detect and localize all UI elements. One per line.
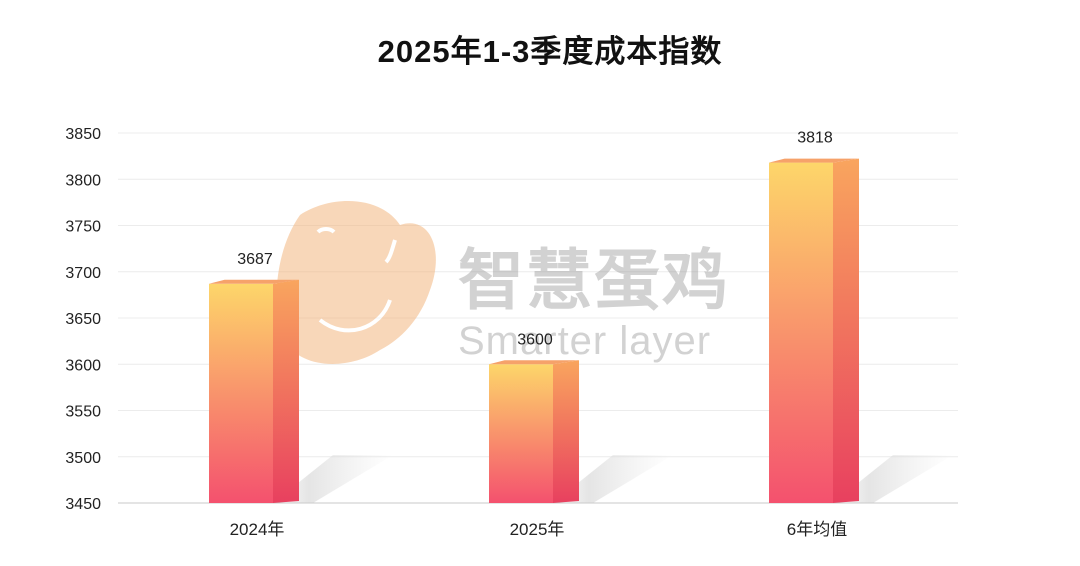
x-axis: 2024年 2025年 6年均值 xyxy=(230,520,848,539)
bars: 3687 3600 3818 xyxy=(209,130,953,503)
y-tick-label: 3500 xyxy=(65,450,101,467)
x-tick-label: 2024年 xyxy=(230,520,285,539)
y-tick-label: 3850 xyxy=(65,126,101,143)
chick-logo-icon xyxy=(276,201,436,364)
y-tick-label: 3450 xyxy=(65,496,101,513)
watermark-cn: 智慧蛋鸡 xyxy=(458,243,730,317)
bar-group: 3600 xyxy=(489,331,673,503)
y-tick-label: 3550 xyxy=(65,404,101,421)
y-tick-label: 3700 xyxy=(65,265,101,282)
data-label: 3818 xyxy=(797,130,833,147)
bar xyxy=(489,364,553,503)
y-axis: 3450 3500 3550 3600 3650 3700 3750 3800 3850 xyxy=(65,126,101,513)
bar-top xyxy=(209,279,299,284)
bar-top xyxy=(489,360,579,365)
x-tick-label: 6年均值 xyxy=(787,520,847,539)
bar-side xyxy=(273,279,299,503)
bar-shadow xyxy=(553,455,673,503)
watermark: 智慧蛋鸡 Smarter layer xyxy=(276,201,730,364)
x-tick-label: 2025年 xyxy=(510,520,565,539)
bar xyxy=(209,283,273,503)
y-tick-label: 3750 xyxy=(65,219,101,236)
bar-top xyxy=(769,158,859,163)
bar-group: 3818 xyxy=(769,130,953,503)
chart-title: 2025年1-3季度成本指数 xyxy=(377,34,723,69)
y-tick-label: 3650 xyxy=(65,311,101,328)
bar xyxy=(769,162,833,503)
y-tick-label: 3600 xyxy=(65,357,101,374)
y-tick-label: 3800 xyxy=(65,172,101,189)
bar-side xyxy=(833,158,859,503)
bar-shadow xyxy=(833,455,953,503)
data-label: 3687 xyxy=(237,251,273,268)
bar-side xyxy=(553,360,579,503)
bar-group: 3687 xyxy=(209,251,393,503)
bar-shadow xyxy=(273,455,393,503)
watermark-en: Smarter layer xyxy=(458,319,711,363)
data-label: 3600 xyxy=(517,331,553,348)
